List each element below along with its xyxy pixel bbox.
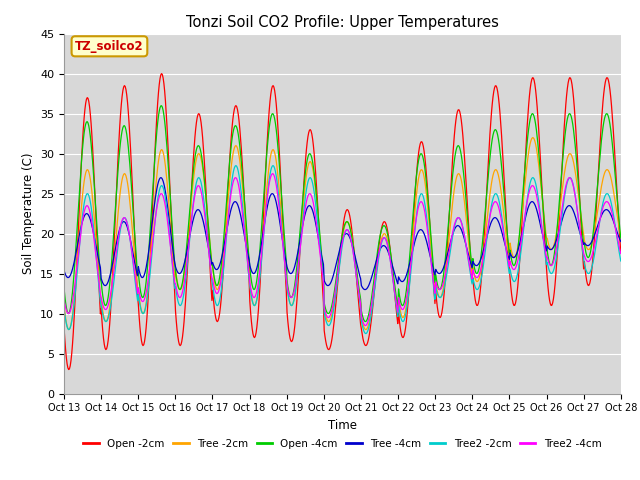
Text: TZ_soilco2: TZ_soilco2 (75, 40, 144, 53)
Y-axis label: Soil Temperature (C): Soil Temperature (C) (22, 153, 35, 275)
Title: Tonzi Soil CO2 Profile: Upper Temperatures: Tonzi Soil CO2 Profile: Upper Temperatur… (186, 15, 499, 30)
X-axis label: Time: Time (328, 419, 357, 432)
Legend: Open -2cm, Tree -2cm, Open -4cm, Tree -4cm, Tree2 -2cm, Tree2 -4cm: Open -2cm, Tree -2cm, Open -4cm, Tree -4… (79, 435, 605, 453)
